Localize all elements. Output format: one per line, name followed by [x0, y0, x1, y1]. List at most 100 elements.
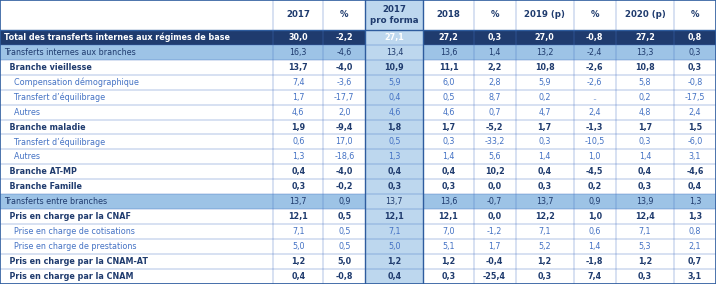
- Bar: [574, 269, 616, 284]
- Bar: [674, 45, 716, 60]
- Bar: [273, 60, 323, 75]
- Bar: [674, 209, 716, 224]
- Bar: [473, 179, 516, 194]
- Text: 1,9: 1,9: [291, 122, 305, 131]
- Text: 3,1: 3,1: [689, 153, 701, 161]
- Bar: [0, 164, 273, 179]
- Text: -1,2: -1,2: [487, 227, 502, 236]
- Text: 10,9: 10,9: [384, 63, 404, 72]
- Bar: [574, 105, 616, 120]
- Bar: [0, 90, 273, 105]
- Bar: [323, 90, 365, 105]
- Text: Total des transferts internes aux régimes de base: Total des transferts internes aux régime…: [4, 33, 230, 42]
- Text: 0,3: 0,3: [442, 137, 455, 147]
- Text: 0,8: 0,8: [688, 33, 702, 42]
- Text: 4,8: 4,8: [639, 108, 651, 116]
- Bar: [0, 60, 273, 75]
- Text: 1,4: 1,4: [639, 153, 651, 161]
- Bar: [323, 0, 365, 30]
- Text: 0,9: 0,9: [338, 197, 351, 206]
- Text: 0,4: 0,4: [688, 182, 702, 191]
- Text: 2019 (p): 2019 (p): [524, 11, 565, 19]
- Text: 1,4: 1,4: [589, 242, 601, 251]
- Text: -1,8: -1,8: [586, 257, 604, 266]
- Text: 5,8: 5,8: [639, 78, 651, 87]
- Bar: [574, 75, 616, 90]
- Bar: [616, 239, 674, 254]
- Text: -1,3: -1,3: [586, 122, 604, 131]
- Bar: [323, 224, 365, 239]
- Bar: [273, 120, 323, 135]
- Bar: [323, 164, 365, 179]
- Bar: [473, 0, 516, 30]
- Text: 0,2: 0,2: [538, 93, 551, 102]
- Bar: [323, 194, 365, 209]
- Bar: [273, 105, 323, 120]
- Text: 0,3: 0,3: [387, 182, 402, 191]
- Text: Branche maladie: Branche maladie: [4, 122, 85, 131]
- Bar: [473, 209, 516, 224]
- Bar: [273, 269, 323, 284]
- Bar: [616, 209, 674, 224]
- Text: 27,2: 27,2: [635, 33, 655, 42]
- Bar: [323, 75, 365, 90]
- Text: 17,0: 17,0: [336, 137, 353, 147]
- Text: 0,3: 0,3: [442, 272, 455, 281]
- Text: 1,4: 1,4: [488, 48, 500, 57]
- Bar: [0, 135, 273, 149]
- Bar: [365, 120, 423, 135]
- Text: -4,5: -4,5: [586, 167, 604, 176]
- Bar: [365, 254, 423, 269]
- Text: 2017
pro forma: 2017 pro forma: [370, 5, 419, 25]
- Text: -0,2: -0,2: [336, 182, 353, 191]
- Bar: [516, 120, 574, 135]
- Text: 7,1: 7,1: [538, 227, 551, 236]
- Bar: [574, 164, 616, 179]
- Bar: [0, 239, 273, 254]
- Bar: [574, 149, 616, 164]
- Bar: [516, 179, 574, 194]
- Bar: [516, 60, 574, 75]
- Text: -17,5: -17,5: [684, 93, 705, 102]
- Bar: [423, 224, 473, 239]
- Bar: [616, 75, 674, 90]
- Bar: [674, 75, 716, 90]
- Text: 1,2: 1,2: [538, 257, 552, 266]
- Bar: [423, 45, 473, 60]
- Bar: [365, 0, 423, 30]
- Text: %: %: [340, 11, 349, 19]
- Bar: [423, 75, 473, 90]
- Text: -2,2: -2,2: [336, 33, 353, 42]
- Text: 1,5: 1,5: [688, 122, 702, 131]
- Text: 27,0: 27,0: [535, 33, 555, 42]
- Bar: [674, 194, 716, 209]
- Bar: [516, 149, 574, 164]
- Bar: [516, 45, 574, 60]
- Text: 0,7: 0,7: [488, 108, 500, 116]
- Bar: [323, 45, 365, 60]
- Bar: [473, 75, 516, 90]
- Text: %: %: [591, 11, 599, 19]
- Bar: [473, 90, 516, 105]
- Text: Autres: Autres: [4, 108, 39, 116]
- Bar: [674, 164, 716, 179]
- Bar: [616, 164, 674, 179]
- Text: -2,6: -2,6: [587, 78, 602, 87]
- Text: 0,9: 0,9: [589, 197, 601, 206]
- Text: -0,8: -0,8: [336, 272, 353, 281]
- Text: Transfert d’équilibrage: Transfert d’équilibrage: [4, 137, 105, 147]
- Bar: [273, 254, 323, 269]
- Text: 16,3: 16,3: [289, 48, 307, 57]
- Text: 1,3: 1,3: [689, 197, 701, 206]
- Text: 0,4: 0,4: [387, 272, 402, 281]
- Bar: [273, 135, 323, 149]
- Text: 7,4: 7,4: [588, 272, 602, 281]
- Text: -6,0: -6,0: [687, 137, 702, 147]
- Text: 4,6: 4,6: [292, 108, 304, 116]
- Bar: [674, 254, 716, 269]
- Text: 0,4: 0,4: [638, 167, 652, 176]
- Bar: [516, 75, 574, 90]
- Text: 13,6: 13,6: [440, 48, 458, 57]
- Bar: [365, 194, 423, 209]
- Text: %: %: [490, 11, 499, 19]
